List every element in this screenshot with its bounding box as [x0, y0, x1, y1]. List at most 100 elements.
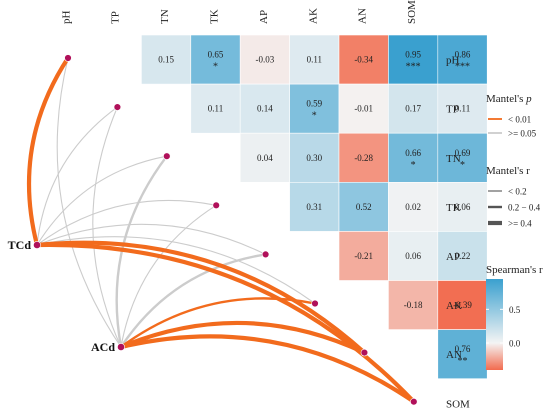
cell-significance-label: *	[411, 160, 416, 171]
cell-value-label: 0.86	[455, 50, 471, 60]
mantel-link-acd-som	[118, 334, 416, 404]
column-label-ph: pH	[60, 11, 72, 25]
node-tn	[163, 152, 171, 160]
heatmap-cell-an-som	[437, 329, 488, 380]
cell-significance-label: **	[458, 356, 468, 367]
cell-value-label: 0.06	[455, 202, 471, 212]
cell-significance-label: *	[213, 62, 218, 73]
node-ph	[64, 54, 72, 62]
column-label-ak: AK	[307, 8, 319, 24]
node-tp	[113, 103, 122, 111]
mantel-link-acd-tn	[115, 155, 168, 349]
heatmap-cell-tp-ap	[289, 83, 340, 134]
cell-value-label: -0.34	[354, 55, 373, 65]
heatmap-cell-ph-tk	[239, 34, 290, 85]
cell-value-label: 0.02	[405, 202, 421, 212]
legend-spearman-tick-label: 0.5	[509, 305, 521, 315]
cell-significance-label: *	[312, 111, 317, 122]
cell-value-label: 0.15	[158, 55, 174, 65]
heatmap-cell-ph-ap	[289, 34, 340, 85]
legend: Mantel's p < 0.01 >= 0.05 Mantel's r < 0.2 0.…	[486, 93, 543, 370]
column-label-an: AN	[357, 8, 369, 24]
legend-mantel-p-label: < 0.01	[508, 115, 531, 125]
cell-value-label: 0.69	[455, 148, 471, 158]
column-label-ap: AP	[258, 10, 270, 24]
mantel-links	[26, 55, 416, 404]
heatmap-cell-tk-an	[388, 182, 439, 232]
legend-mantel-r-label: 0.2 − 0.4	[508, 203, 541, 213]
source-node-tcd	[33, 241, 41, 249]
mantel-link-tcd-ak	[36, 236, 316, 305]
cell-value-label: 0.95	[405, 50, 421, 60]
cell-value-label: 0.65	[208, 50, 224, 60]
cell-significance-label: ***	[406, 62, 421, 73]
mantel-link-acd-ph	[56, 57, 122, 348]
heatmap-cell-tn-tk	[239, 132, 290, 183]
node-an	[360, 348, 369, 357]
cell-value-label: -0.03	[256, 55, 275, 65]
heatmap-cell-tn-som	[437, 132, 488, 183]
row-label-ph: pH	[446, 55, 460, 67]
cell-value-label: -0.21	[354, 251, 373, 261]
cell-value-label: 0.06	[405, 251, 421, 261]
mantel-link-tcd-tp	[36, 106, 118, 246]
row-label-an: AN	[446, 349, 462, 361]
cell-significance-label: ***	[455, 62, 470, 73]
cell-value-label: 0.59	[306, 99, 322, 109]
column-label-tn: TN	[159, 9, 171, 24]
heatmap-cell-tn-ap	[289, 132, 340, 183]
cell-value-label: -0.28	[354, 153, 373, 163]
mantel-link-acd-ak	[119, 297, 317, 349]
row-label-ap: AP	[446, 251, 460, 263]
legend-spearman-colorbar	[486, 279, 503, 370]
cell-value-label: 0.11	[455, 104, 470, 114]
cell-value-label: 0.76	[455, 344, 471, 354]
mantel-link-acd-tk	[120, 204, 217, 348]
heatmap-cell-tk-som	[437, 182, 488, 232]
cell-value-label: 0.11	[307, 55, 322, 65]
mantel-link-tcd-tk	[36, 199, 217, 246]
node-tk	[212, 201, 220, 210]
heatmap-cell-tp-an	[388, 83, 439, 134]
heatmap-cell-tk-ap	[289, 182, 340, 232]
cell-value-label: -0.39	[453, 300, 472, 310]
heatmap-cell-tp-som	[437, 83, 488, 134]
link-nodes: TCd ACd	[8, 54, 418, 406]
cell-value-label: -0.01	[354, 104, 373, 114]
cell-value-label: 0.04	[257, 153, 273, 163]
heatmap-cell-ph-tp	[141, 34, 192, 85]
cell-value-label: 0.66	[405, 148, 421, 158]
heatmap-cell-tk-ak	[338, 182, 389, 232]
mantel-link-tcd-tn	[36, 155, 168, 246]
heatmap-cell-tn-ak	[338, 132, 389, 183]
heatmap-cell-ap-som	[437, 231, 488, 281]
cell-value-label: 0.14	[257, 104, 273, 114]
mantel-link-acd-tp	[92, 106, 122, 348]
legend-mantel-r-label: >= 0.4	[508, 219, 532, 229]
node-ak	[311, 299, 319, 308]
source-label-tcd: TCd	[8, 238, 32, 252]
heatmap-cell-ph-tn	[190, 34, 241, 85]
cell-value-label: 0.11	[208, 104, 223, 114]
legend-mantel-p-title: Mantel's p	[486, 93, 532, 105]
legend-spearman-title: Spearman's r	[486, 264, 543, 276]
mantel-link-acd-ap	[119, 253, 267, 349]
source-node-acd	[117, 343, 125, 351]
mantel-link-tcd-som	[34, 242, 416, 404]
legend-spearman-tick-label: 0.0	[509, 339, 521, 349]
heatmap-cell-tn-an	[388, 132, 439, 183]
heatmap-cell-ak-an	[388, 280, 439, 330]
column-label-tp: TP	[110, 11, 122, 24]
legend-mantel-p-label: >= 0.05	[508, 129, 537, 139]
mantel-link-tcd-ph	[26, 55, 71, 248]
correlation-heatmap: 0.15 0.65*-0.03 0.11 -0.34 0.95***0.86***0.1…	[141, 34, 488, 380]
cell-value-label: 0.22	[455, 251, 471, 261]
column-label-tk: TK	[209, 9, 221, 24]
legend-mantel-r-title: Mantel's r	[486, 165, 530, 177]
cell-value-label: 0.17	[405, 104, 421, 114]
legend-mantel-r-label: < 0.2	[508, 187, 527, 197]
row-label-ak: AK	[446, 300, 462, 312]
row-label-tn: TN	[446, 153, 461, 165]
heatmap-cell-ap-ak	[338, 231, 389, 281]
source-label-acd: ACd	[91, 340, 115, 354]
